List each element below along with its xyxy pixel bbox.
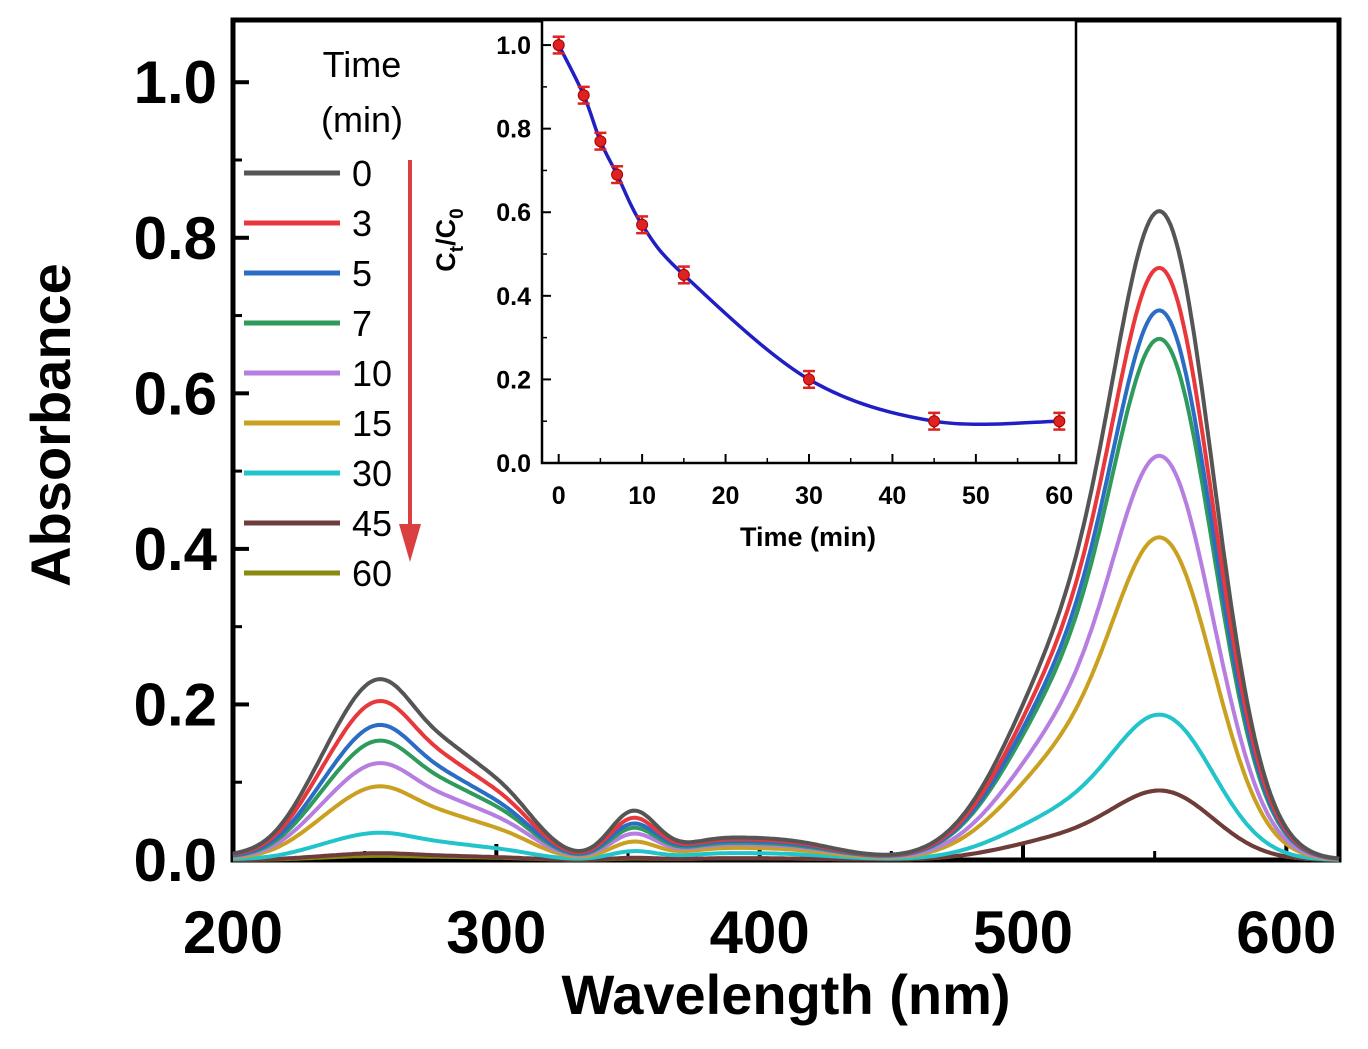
inset-y-tick-label: 1.0 bbox=[496, 32, 531, 60]
inset-data-point bbox=[1053, 415, 1066, 428]
spectrum-line-30 bbox=[232, 712, 1340, 862]
spectrum-line-10 bbox=[232, 453, 1340, 862]
legend-items: 0 3 5 7 10 15 30 45 60 bbox=[244, 153, 392, 594]
inset-x-tick-label: 10 bbox=[628, 482, 656, 510]
main-y-tick-label: 0.8 bbox=[134, 205, 217, 272]
main-x-tick-label: 400 bbox=[710, 899, 810, 966]
spectrum-line-15 bbox=[232, 535, 1340, 862]
main-y-tick-label: 1.0 bbox=[134, 49, 217, 116]
inset-data-point bbox=[677, 268, 690, 281]
inset-data-point bbox=[577, 89, 590, 102]
main-x-axis-title: Wavelength (nm) bbox=[561, 963, 1010, 1026]
legend-label-7: 7 bbox=[352, 303, 372, 344]
inset-x-tick-label: 40 bbox=[879, 482, 907, 510]
inset-y-tick-label: 0.6 bbox=[496, 199, 531, 227]
inset-y-label-sub-0: 0 bbox=[447, 208, 468, 219]
inset-y-axis-title: Ct/C0 bbox=[431, 208, 468, 271]
inset-data-point bbox=[928, 415, 941, 428]
inset-y-label-sub-t: t bbox=[447, 245, 468, 252]
inset-x-tick-label: 60 bbox=[1045, 482, 1073, 510]
main-y-axis-title: Absorbance bbox=[19, 263, 82, 587]
main-y-tick-label: 0.2 bbox=[134, 671, 217, 738]
main-y-tick-label: 0.4 bbox=[134, 516, 218, 583]
main-x-tick-label: 200 bbox=[183, 899, 283, 966]
legend-label-5: 5 bbox=[352, 253, 372, 294]
inset-y-label-slash-c: /C bbox=[431, 219, 461, 246]
legend-title-time: Time bbox=[323, 44, 402, 85]
legend-label-30: 30 bbox=[352, 453, 392, 494]
main-y-axis: 0.0 0.2 0.4 0.6 0.8 1.0 bbox=[134, 49, 249, 894]
main-x-axis: 200 300 400 500 600 bbox=[183, 844, 1336, 966]
inset-y-tick-label: 0.8 bbox=[496, 116, 531, 144]
time-arrow-head bbox=[399, 524, 421, 562]
inset-x-axis-title: Time (min) bbox=[740, 522, 876, 552]
legend-label-3: 3 bbox=[352, 203, 372, 244]
legend-label-15: 15 bbox=[352, 403, 392, 444]
inset-y-tick-label: 0.4 bbox=[496, 283, 531, 311]
main-y-tick-label: 0.0 bbox=[134, 827, 217, 894]
inset-x-tick-label: 20 bbox=[712, 482, 740, 510]
inset-x-axis: 0 10 20 30 40 50 60 bbox=[552, 454, 1073, 510]
inset-data-point bbox=[636, 218, 649, 231]
main-x-tick-label: 300 bbox=[446, 899, 546, 966]
main-y-tick-label: 0.6 bbox=[134, 360, 217, 427]
inset-x-tick-label: 50 bbox=[962, 482, 990, 510]
inset-data-points bbox=[552, 35, 1066, 431]
main-x-tick-label: 600 bbox=[1236, 899, 1336, 966]
spectrum-line-0 bbox=[232, 209, 1340, 861]
legend-label-0: 0 bbox=[352, 153, 372, 194]
inset-chart: 0.0 0.2 0.4 0.6 0.8 1.0 0 10 20 30 40 50 60 Time (m… bbox=[431, 18, 1078, 552]
inset-data-point bbox=[594, 135, 607, 148]
inset-y-axis: 0.0 0.2 0.4 0.6 0.8 1.0 bbox=[496, 32, 551, 478]
inset-fit-curve bbox=[557, 44, 1060, 427]
inset-data-point bbox=[803, 373, 815, 386]
spectra-series bbox=[232, 209, 1340, 862]
inset-y-tick-label: 0.2 bbox=[496, 366, 531, 394]
inset-data-point bbox=[611, 168, 624, 181]
legend-label-10: 10 bbox=[352, 353, 392, 394]
inset-plot-frame bbox=[540, 18, 1078, 465]
inset-y-tick-label: 0.0 bbox=[496, 450, 531, 478]
legend-label-60: 60 bbox=[352, 553, 392, 594]
legend-label-45: 45 bbox=[352, 503, 392, 544]
inset-x-tick-label: 0 bbox=[552, 482, 566, 510]
main-x-tick-label: 500 bbox=[973, 899, 1073, 966]
inset-x-tick-label: 30 bbox=[795, 482, 823, 510]
legend: Time (min) 0 3 5 7 10 15 30 45 60 bbox=[244, 44, 421, 594]
spectrum-line-45 bbox=[232, 788, 1339, 862]
inset-y-label-c: C bbox=[431, 252, 461, 272]
legend-title-unit: (min) bbox=[321, 99, 403, 140]
inset-data-point bbox=[552, 39, 565, 52]
